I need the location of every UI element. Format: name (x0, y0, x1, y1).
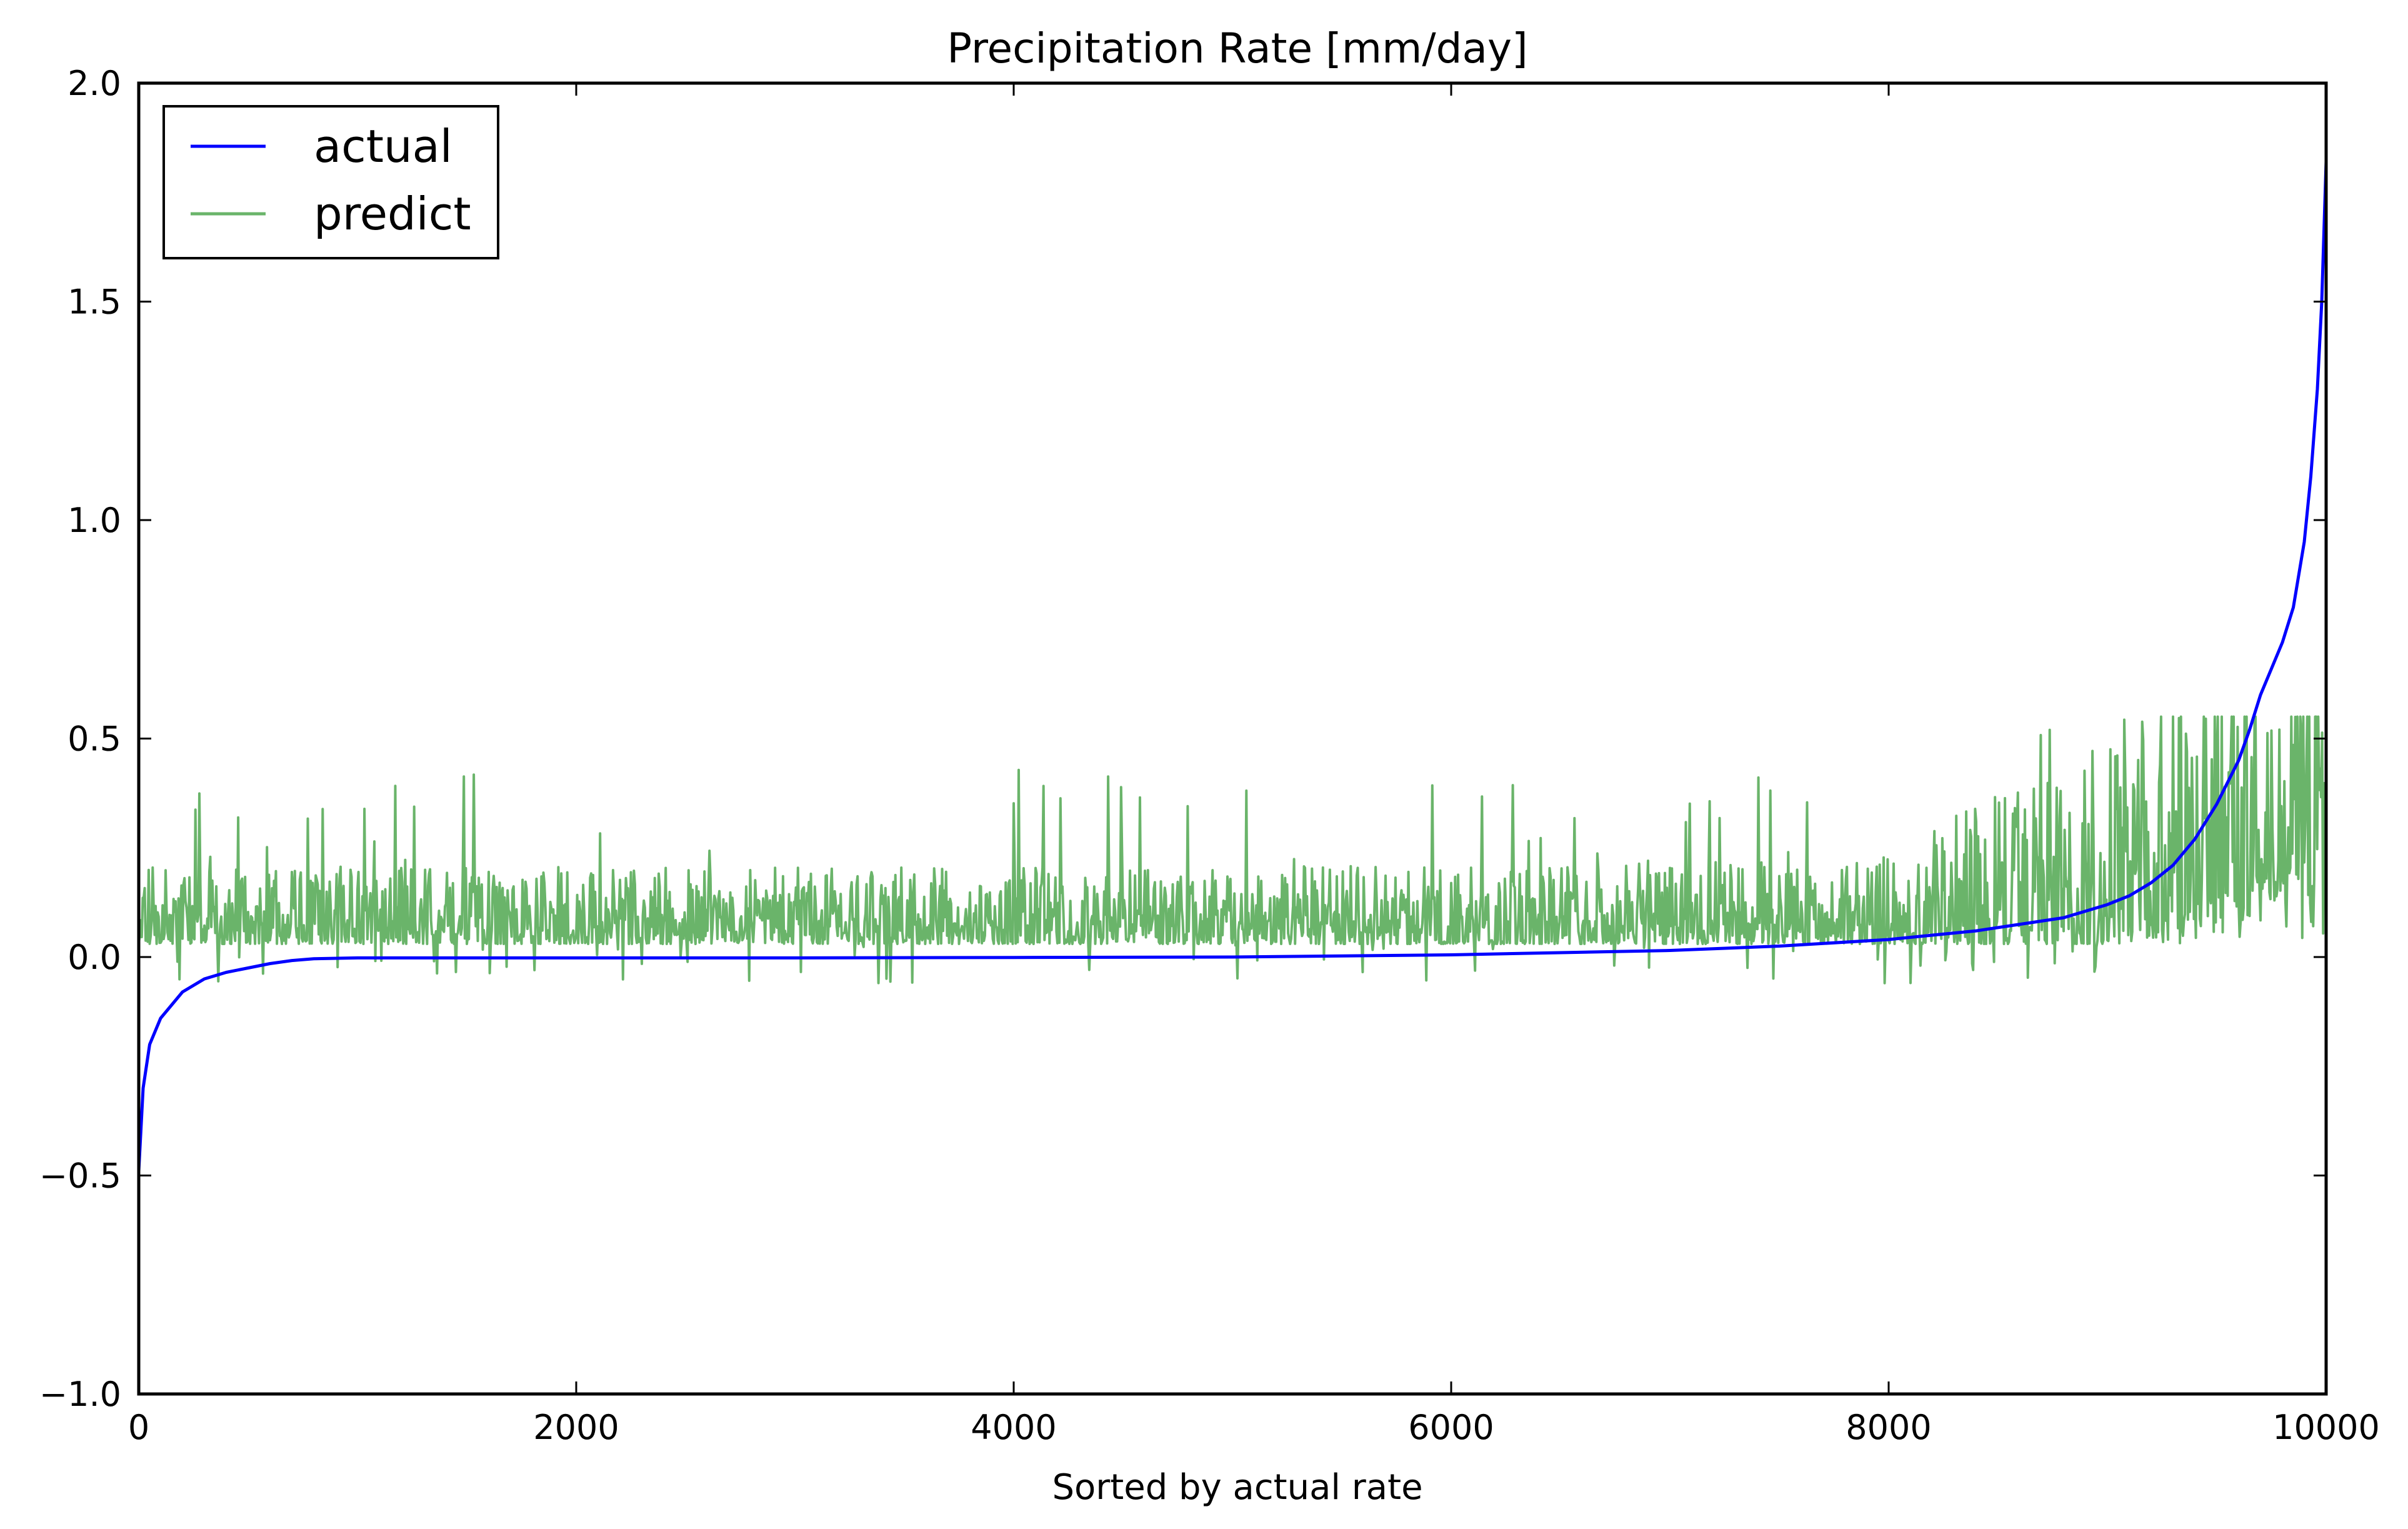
y-tick-label: −1.0 (39, 1375, 121, 1414)
y-tick-label: 0.5 (67, 719, 121, 759)
x-tick-label: 6000 (1408, 1408, 1494, 1447)
ticks-layer: 0 2000 4000 6000 8000 10000 −1.0 −0.5 0.0 0.5 1.0 1… (39, 64, 2380, 1447)
series-line-predict (139, 715, 2326, 985)
y-tick-label: 2.0 (67, 64, 121, 103)
x-axis-label: Sorted by actual rate (1052, 1467, 1422, 1508)
legend-label-predict: predict (314, 188, 471, 240)
series-layer (139, 161, 2326, 1171)
legend-box (162, 105, 499, 259)
y-tick-label: 1.5 (67, 283, 121, 322)
y-tick-label: −0.5 (39, 1156, 121, 1196)
x-tick-label: 8000 (1846, 1408, 1931, 1447)
x-tick-label: 2000 (533, 1408, 619, 1447)
y-tick-label: 1.0 (67, 501, 121, 540)
series-line-actual (139, 161, 2326, 1171)
y-tick-label: 0.0 (67, 938, 121, 977)
chart-title: Precipitation Rate [mm/day] (947, 24, 1528, 73)
legend: actual predict (162, 105, 499, 259)
legend-label-actual: actual (314, 120, 452, 173)
x-tick-label: 0 (128, 1408, 149, 1447)
x-tick-label: 10000 (2272, 1408, 2380, 1447)
axes-frame (137, 81, 2328, 1396)
x-tick-label: 4000 (971, 1408, 1056, 1447)
